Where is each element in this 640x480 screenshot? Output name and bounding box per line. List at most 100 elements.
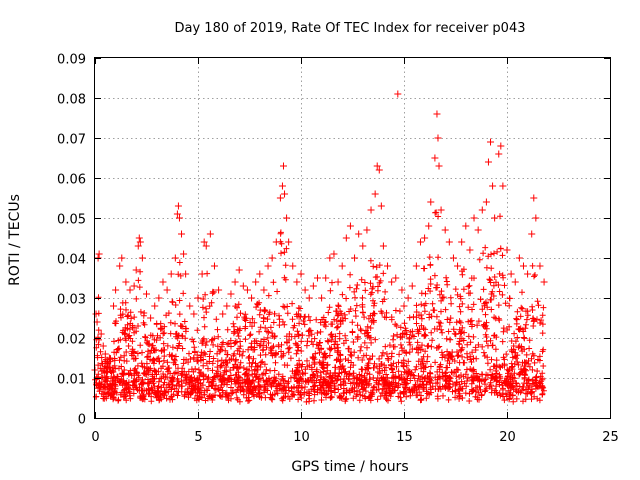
data-point — [159, 278, 167, 286]
data-point — [454, 262, 462, 270]
data-point — [416, 238, 424, 246]
data-point — [346, 222, 354, 230]
data-point — [342, 234, 350, 242]
data-point — [398, 286, 406, 294]
y-tick-label: 0.03 — [57, 293, 86, 308]
data-point — [134, 242, 142, 250]
data-point — [412, 262, 420, 270]
data-point — [511, 278, 519, 286]
data-point — [174, 202, 182, 210]
data-point — [355, 230, 363, 238]
x-tick-label: 5 — [194, 430, 202, 445]
data-point — [167, 270, 175, 278]
data-point — [408, 282, 416, 290]
x-tick-label: 25 — [602, 430, 619, 445]
data-point — [404, 294, 412, 302]
data-point — [449, 254, 457, 262]
data-point — [163, 286, 171, 294]
data-point — [359, 242, 367, 250]
data-point — [135, 234, 143, 242]
data-point — [394, 90, 402, 98]
y-tick-label: 0.06 — [57, 173, 86, 188]
data-point — [487, 138, 495, 146]
data-point — [92, 310, 100, 318]
x-tick-label: 20 — [499, 430, 516, 445]
data-point — [219, 310, 227, 318]
data-point — [427, 198, 435, 206]
data-point — [392, 274, 400, 282]
data-point — [264, 262, 272, 270]
data-point — [151, 302, 159, 310]
data-point — [445, 238, 453, 246]
data-point — [206, 230, 214, 238]
data-point — [276, 194, 284, 202]
data-point — [252, 278, 260, 286]
data-point — [519, 262, 527, 270]
data-point — [272, 238, 280, 246]
grid-lines — [95, 58, 610, 418]
data-point — [235, 266, 243, 274]
data-point — [478, 206, 486, 214]
data-point — [441, 226, 449, 234]
data-point — [132, 266, 140, 274]
data-point — [248, 294, 256, 302]
x-axis-label: GPS time / hours — [291, 459, 408, 475]
data-point — [434, 134, 442, 142]
data-point — [491, 214, 499, 222]
data-point — [118, 254, 126, 262]
data-point — [279, 162, 287, 170]
data-point — [173, 210, 181, 218]
data-point — [110, 302, 118, 310]
y-tick-label: 0.04 — [57, 253, 86, 268]
data-point — [313, 274, 321, 282]
data-point — [281, 190, 289, 198]
data-point — [200, 238, 208, 246]
data-point — [239, 282, 247, 290]
data-point — [101, 350, 109, 358]
data-point — [143, 290, 150, 298]
data-point — [278, 182, 286, 190]
data-point — [530, 194, 538, 202]
data-point — [97, 330, 105, 338]
axis-ticks — [95, 58, 611, 419]
data-point — [136, 238, 144, 246]
data-point — [351, 254, 359, 262]
x-tick-label: 0 — [91, 430, 99, 445]
data-point — [223, 302, 231, 310]
data-point — [182, 270, 190, 278]
data-point — [198, 270, 206, 278]
data-point — [318, 294, 326, 302]
axis-tick-labels: 0 0.01 0.02 0.03 0.04 0.05 0.06 0.07 0.08 0.09 0 5 1… — [57, 53, 619, 446]
y-tick-label: 0.02 — [57, 333, 86, 348]
data-point — [268, 254, 276, 262]
data-point — [489, 182, 497, 190]
data-point — [435, 162, 443, 170]
data-point — [289, 262, 297, 270]
data-point — [186, 302, 194, 310]
data-point — [528, 230, 536, 238]
data-point — [285, 238, 293, 246]
data-point — [379, 242, 387, 250]
data-point — [227, 290, 235, 298]
data-point — [377, 202, 385, 210]
data-points — [91, 90, 548, 374]
data-point — [466, 246, 474, 254]
y-tick-label: 0 — [78, 413, 86, 428]
data-point — [322, 274, 330, 282]
data-point — [210, 262, 218, 270]
data-point — [301, 286, 309, 294]
data-point — [431, 154, 439, 162]
data-point — [178, 230, 186, 238]
data-point — [384, 262, 392, 270]
data-point — [338, 262, 346, 270]
data-point — [458, 238, 466, 246]
data-point — [180, 250, 188, 258]
data-point — [371, 190, 379, 198]
data-point — [536, 262, 544, 270]
data-point — [524, 270, 532, 278]
data-point — [256, 270, 264, 278]
data-point — [112, 286, 120, 294]
x-tick-label: 15 — [396, 430, 413, 445]
data-point — [421, 234, 429, 242]
data-point — [297, 270, 305, 278]
